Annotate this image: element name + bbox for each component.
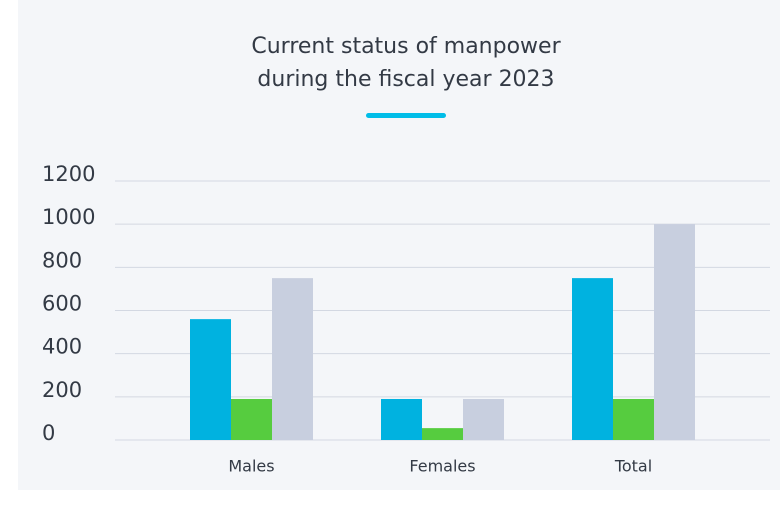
y-tick-label: 1000 (42, 205, 95, 229)
y-tick-label: 800 (42, 248, 82, 272)
x-tick-label: Total (614, 457, 652, 476)
x-tick-label: Males (228, 457, 274, 476)
bar (463, 398, 504, 440)
y-tick-label: 200 (42, 378, 82, 402)
bar (654, 224, 695, 440)
chart-title: during the fiscal year 2023 (257, 67, 554, 92)
bar (381, 398, 422, 440)
chart-title: Current status of manpower (251, 34, 561, 59)
bar (231, 398, 272, 440)
y-tick-label: 600 (42, 292, 82, 316)
bar (190, 319, 231, 440)
x-tick-label: Females (409, 457, 475, 476)
y-tick-label: 400 (42, 335, 82, 359)
bar (572, 278, 613, 440)
title-accent (366, 113, 446, 118)
y-tick-label: 1200 (42, 162, 95, 186)
bar (613, 398, 654, 440)
bar (422, 428, 463, 440)
y-tick-label: 0 (42, 421, 55, 445)
bar (272, 278, 313, 440)
